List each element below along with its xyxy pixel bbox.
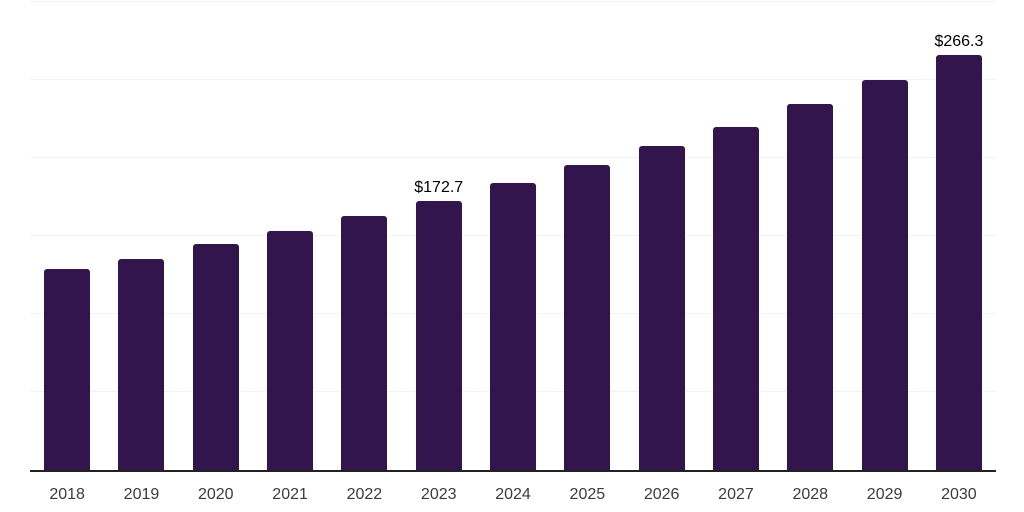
gridline (30, 79, 996, 80)
bar-slot-2026 (625, 146, 699, 470)
x-tick-label-2027: 2027 (718, 486, 754, 503)
bar-value-label-2023: $172.7 (414, 178, 464, 196)
bars-row: $172.7 $266.3 (30, 2, 996, 470)
x-tick-label-2028: 2028 (792, 486, 829, 503)
bar-2021 (267, 231, 314, 470)
bar-slot-2025 (550, 165, 624, 470)
bar-slot-2022 (327, 216, 401, 470)
x-tick-label-2029: 2029 (866, 486, 903, 503)
bar-2023 (415, 200, 462, 470)
x-tick-label-2025: 2025 (569, 486, 606, 503)
bar-slot-2030: $266.3 (922, 32, 996, 470)
bar-slot-2029 (847, 80, 921, 470)
gridline (30, 157, 996, 158)
bar-slot-2019 (104, 258, 178, 470)
bar-2025 (564, 165, 611, 470)
bar-2029 (861, 80, 908, 470)
bar-value-label-2030: $266.3 (934, 32, 984, 50)
x-tick-label-2021: 2021 (272, 486, 308, 503)
bar-2022 (341, 216, 388, 470)
x-tick-label-2020: 2020 (197, 486, 234, 503)
x-axis-tick-labels: 2018 2019 2020 2021 2022 2023 2024 2025 2026 2027… (30, 486, 996, 504)
bar-slot-2024 (476, 183, 550, 470)
x-tick-label-2026: 2026 (643, 486, 680, 503)
bar-slot-2023: $172.7 (402, 178, 476, 470)
x-tick-label-2024: 2024 (495, 486, 531, 503)
bar-2027 (712, 126, 759, 470)
bar-2024 (490, 183, 537, 470)
bar-slot-2021 (253, 231, 327, 470)
bar-slot-2027 (699, 126, 773, 470)
bar-slot-2020 (179, 244, 253, 470)
bar-2028 (787, 104, 834, 470)
x-tick-label-2019: 2019 (123, 486, 160, 503)
bar-2030 (935, 54, 982, 470)
plot-area: $172.7 $266.3 (30, 1, 996, 470)
x-tick-label-2018: 2018 (49, 486, 85, 503)
bar-slot-2028 (773, 104, 847, 470)
bar-2026 (638, 146, 685, 470)
bar-2018 (44, 269, 91, 470)
x-tick-label-2022: 2022 (346, 486, 383, 503)
x-tick-label-2030: 2030 (941, 486, 977, 503)
bar-2019 (118, 258, 165, 470)
gridline (30, 1, 996, 2)
bar-2020 (192, 244, 239, 470)
bar-slot-2018 (30, 269, 104, 470)
x-axis-line (30, 470, 996, 472)
x-tick-label-2023: 2023 (420, 486, 457, 503)
